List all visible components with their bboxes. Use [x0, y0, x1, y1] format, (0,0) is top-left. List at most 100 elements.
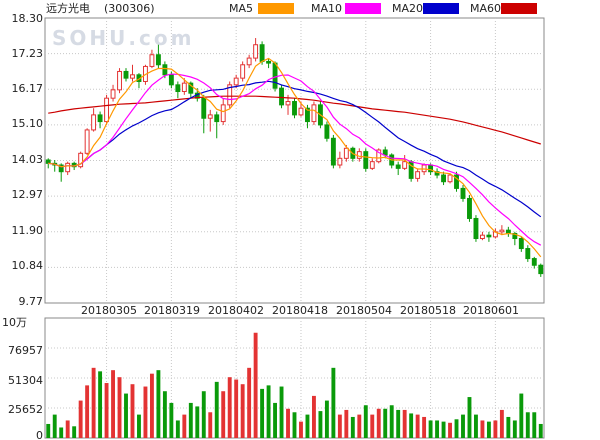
volume-bar — [305, 414, 310, 438]
price-y-tick: 16.17 — [12, 82, 44, 95]
candle-body — [45, 159, 51, 164]
candle-body — [227, 84, 233, 106]
volume-bar — [409, 413, 414, 438]
volume-bar — [363, 405, 368, 438]
volume-bar — [260, 388, 265, 438]
price-y-tick: 11.90 — [12, 224, 44, 237]
volume-bar — [538, 423, 543, 438]
candle-body — [337, 157, 343, 166]
ma10-line — [48, 73, 542, 246]
price-y-tick: 9.77 — [19, 295, 44, 308]
volume-bar — [234, 379, 239, 438]
candle-body — [473, 217, 479, 240]
volume-bar — [104, 383, 109, 438]
candle-body — [149, 54, 155, 67]
candle-body — [188, 82, 194, 94]
candle-body — [415, 171, 421, 179]
legend-ma5-label: MA5 — [229, 2, 253, 15]
legend-ma60-label: MA60 — [470, 2, 501, 15]
volume-bar — [266, 385, 271, 438]
volume-bar — [273, 402, 278, 438]
volume-bar — [286, 408, 290, 438]
volume-bar — [344, 409, 349, 438]
volume-bar — [169, 402, 174, 438]
volume-bar — [247, 367, 252, 438]
volume-bar — [149, 373, 154, 438]
volume-bar — [78, 400, 83, 438]
volume-bar — [474, 414, 478, 438]
volume-bar — [324, 400, 329, 438]
candle-body — [130, 74, 135, 79]
date-tick: 20180418 — [272, 304, 328, 317]
volume-bar — [130, 384, 135, 438]
candle-body — [434, 171, 440, 176]
volume-bar — [311, 395, 316, 438]
date-tick: 20180504 — [336, 304, 392, 317]
volume-bar — [512, 420, 517, 438]
candle-body — [91, 114, 97, 131]
volume-bar — [85, 385, 90, 438]
volume-bar — [292, 412, 297, 438]
volume-bar — [253, 332, 258, 438]
candle-body — [266, 60, 272, 64]
stock-code: (300306) — [104, 2, 155, 15]
volume-bar — [52, 414, 57, 438]
price-y-axis: 18.30 17.23 16.17 15.10 14.03 12.97 11.9… — [12, 12, 44, 308]
volume-bar — [143, 386, 148, 438]
volume-bar — [370, 414, 375, 438]
candle-body — [343, 147, 349, 159]
volume-bar — [350, 416, 355, 438]
stock-name: 远方光电 — [46, 1, 90, 15]
volume-y-tick: 51304 — [8, 374, 43, 387]
volume-bar — [383, 408, 388, 438]
volume-bar — [376, 408, 381, 438]
volume-bar — [59, 427, 64, 438]
date-tick: 20180601 — [463, 304, 519, 317]
candle-body — [279, 87, 284, 106]
price-y-tick: 14.03 — [12, 153, 44, 166]
candle-body — [240, 64, 246, 79]
candle-body — [447, 174, 453, 183]
volume-y-axis: 10万 76957 51304 25652 0 — [2, 316, 43, 440]
volume-unit-label: 10万 — [2, 316, 27, 329]
candle-body — [175, 84, 181, 93]
candle-body — [292, 101, 297, 116]
volume-bar — [117, 377, 122, 438]
volume-bar — [240, 384, 245, 438]
volume-bar — [72, 426, 77, 438]
candle-body — [376, 149, 382, 163]
volume-y-tick: 0 — [36, 429, 43, 440]
candle-body — [305, 107, 310, 123]
ma5-line — [48, 57, 542, 258]
candle-body — [330, 137, 336, 166]
volume-bar — [214, 381, 219, 438]
volume-bar — [201, 391, 206, 438]
date-tick: 20180402 — [208, 304, 264, 317]
volume-bar — [448, 422, 452, 438]
candle-body — [356, 151, 362, 159]
price-y-tick: 15.10 — [12, 117, 44, 130]
candle-body — [78, 152, 84, 168]
legend-ma10-swatch — [345, 3, 381, 14]
price-y-tick: 12.97 — [12, 188, 44, 201]
legend-ma60-swatch — [501, 3, 537, 14]
candle-body — [253, 44, 259, 59]
candle-body — [486, 234, 492, 238]
volume-bar — [337, 414, 342, 438]
candle-body — [467, 197, 472, 219]
candle-body — [285, 101, 291, 106]
legend-ma20-label: MA20 — [392, 2, 423, 15]
candle-body — [233, 77, 239, 86]
candle-body — [311, 104, 317, 123]
volume-bar — [461, 414, 465, 438]
candle-body — [402, 161, 408, 169]
candle-body — [512, 233, 518, 240]
candle-body — [538, 264, 544, 275]
volume-bar — [221, 391, 226, 438]
volume-bar — [428, 420, 433, 438]
candle-body — [395, 164, 401, 169]
ma20-line — [48, 80, 542, 218]
candle-body — [104, 97, 110, 123]
candle-body — [201, 97, 207, 119]
volume-bar — [124, 393, 128, 438]
